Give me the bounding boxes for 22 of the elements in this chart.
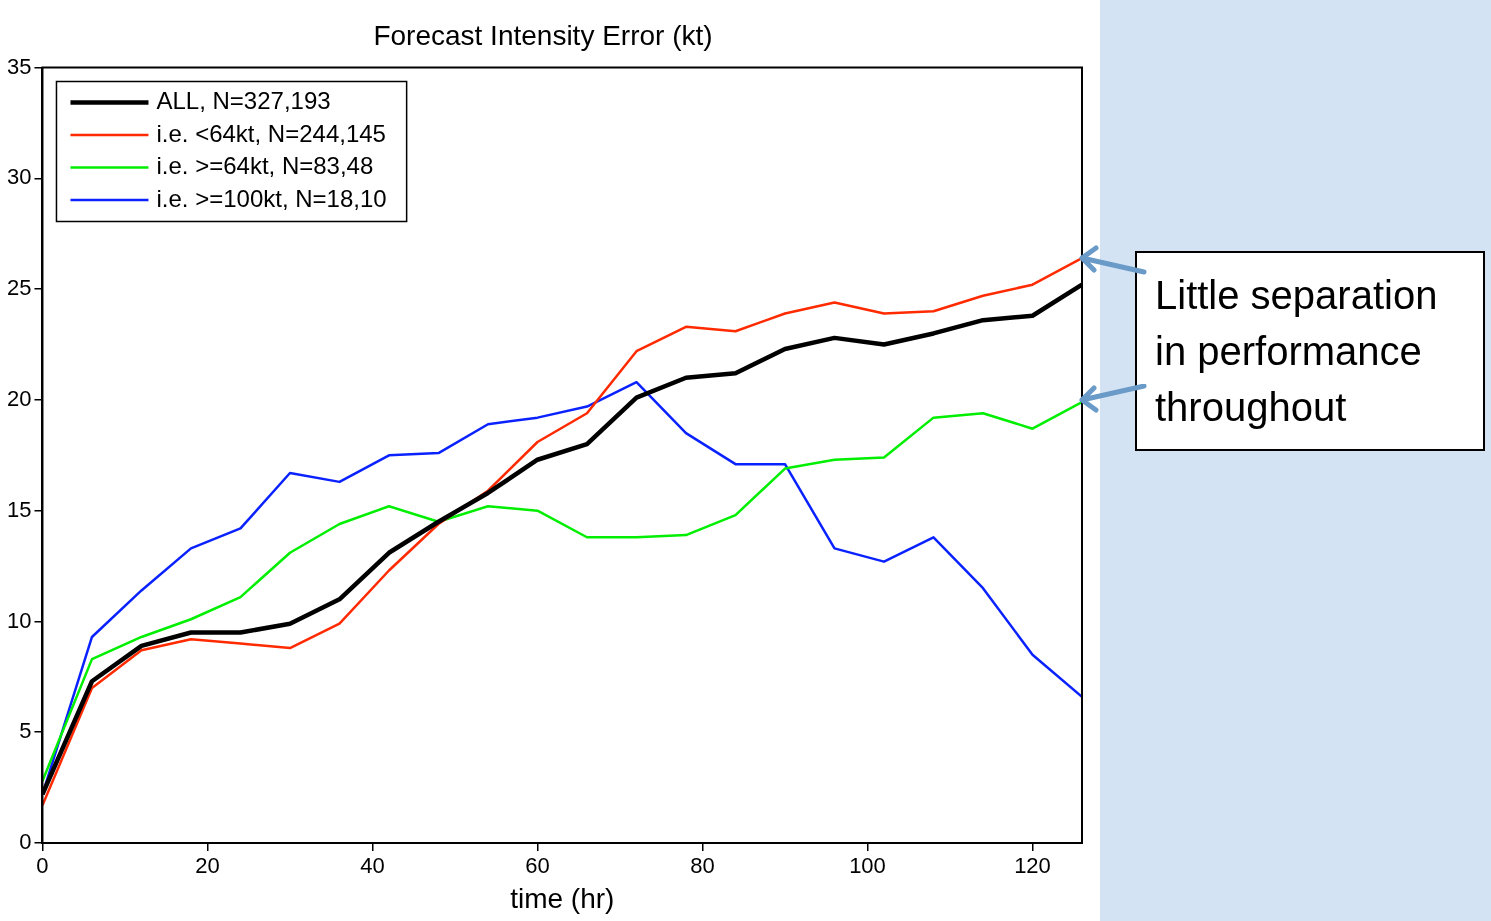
x-tick-label: 100 <box>849 853 886 879</box>
y-tick-label: 15 <box>6 496 32 522</box>
y-tick-label: 10 <box>6 607 32 633</box>
x-tick-label: 20 <box>195 853 220 879</box>
y-tick-label: 25 <box>6 275 32 301</box>
y-tick-label: 30 <box>6 164 32 190</box>
x-tick-label: 80 <box>690 853 715 879</box>
x-tick-label: 0 <box>36 853 49 879</box>
x-tick-label: 40 <box>360 853 385 879</box>
legend-label: i.e. >=64kt, N=83,48 <box>156 152 374 180</box>
annotation: Little separation in performance throughout <box>1135 251 1485 451</box>
y-tick-label: 35 <box>6 53 32 79</box>
chart-title: Forecast Intensity Error (kt) <box>373 19 713 51</box>
y-tick-label: 0 <box>19 829 32 855</box>
legend-label: i.e. <64kt, N=244,145 <box>156 119 386 147</box>
legend-label: ALL, N=327,193 <box>156 87 331 115</box>
x-tick-label: 60 <box>525 853 550 879</box>
x-axis-title: time (hr) <box>510 882 615 914</box>
y-tick-label: 5 <box>19 718 32 744</box>
legend-label: i.e. >=100kt, N=18,10 <box>156 184 387 212</box>
x-tick-label: 120 <box>1014 853 1051 879</box>
y-tick-label: 20 <box>6 385 32 411</box>
